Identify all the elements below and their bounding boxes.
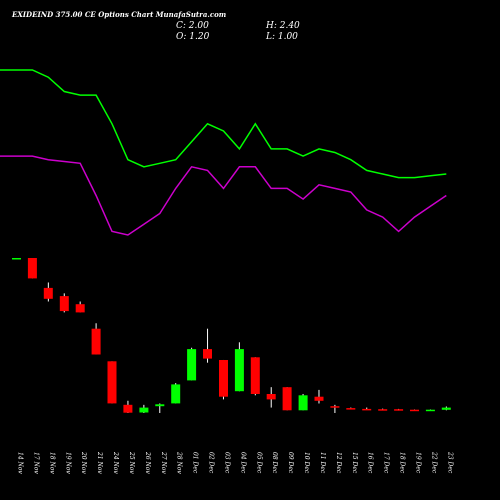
candle-body: [187, 349, 197, 381]
candle-body: [298, 395, 308, 411]
candle-body: [155, 404, 165, 407]
candle: [59, 293, 69, 313]
high-readout: H: 2.40: [265, 21, 300, 31]
candle-body: [314, 396, 324, 401]
candle-body: [330, 406, 340, 408]
x-tick-label: 23 Dec: [446, 451, 453, 474]
candle: [107, 361, 117, 404]
close-readout: C: 2.00: [176, 21, 209, 31]
candle: [441, 406, 451, 411]
x-tick-label: 10 Dec: [303, 452, 310, 474]
candle-body: [441, 407, 451, 410]
candle-body: [250, 357, 260, 394]
indicator-lines: [0, 69, 447, 236]
x-tick-label: 24 Nov: [112, 451, 119, 474]
candle: [346, 407, 356, 410]
candle-body: [346, 408, 356, 410]
candle: [171, 383, 181, 404]
candle: [298, 393, 308, 411]
candle: [139, 404, 149, 413]
candle-body: [59, 296, 69, 312]
candle: [123, 400, 133, 413]
candle-body: [12, 258, 21, 260]
candle-body: [139, 407, 149, 413]
x-tick-label: 27 Nov: [160, 451, 167, 474]
candle-body: [43, 287, 53, 299]
candle-body: [410, 409, 419, 412]
candle-body: [266, 394, 276, 400]
candle-body: [75, 304, 85, 313]
candle: [378, 408, 388, 411]
x-tick-label: 12 Dec: [335, 452, 342, 474]
candle-body: [234, 349, 244, 392]
candle-body: [362, 408, 372, 411]
x-tick-label: 11 Dec: [319, 452, 326, 474]
candle-body: [203, 349, 212, 359]
candle: [187, 347, 197, 381]
candle-body: [107, 361, 117, 404]
x-tick-label: 04 Dec: [239, 452, 246, 474]
candle: [12, 258, 21, 260]
candle: [282, 387, 292, 411]
x-tick-label: 05 Dec: [255, 452, 262, 474]
candles: [12, 258, 451, 413]
open-readout: O: 1.20: [176, 32, 210, 42]
candle-body: [219, 360, 228, 397]
x-tick-label: 03 Dec: [223, 452, 230, 474]
candle-body: [171, 384, 181, 404]
candle: [27, 258, 37, 279]
x-tick-label: 25 Nov: [128, 451, 135, 474]
x-tick-label: 21 Nov: [96, 451, 103, 474]
x-tick-label: 15 Dec: [351, 452, 358, 474]
candle: [234, 342, 244, 392]
x-tick-label: 19 Nov: [64, 452, 71, 474]
x-tick-label: 22 Dec: [430, 451, 437, 474]
x-tick-label: 28 Nov: [176, 451, 183, 474]
candle: [43, 282, 53, 302]
candle-body: [378, 409, 388, 411]
candle-body: [123, 404, 133, 413]
indicator-line-2: [0, 155, 447, 236]
candle: [362, 407, 372, 411]
candle: [394, 408, 404, 411]
candle-body: [425, 409, 435, 412]
low-readout: L: 1.00: [265, 32, 298, 42]
candle: [330, 404, 340, 413]
candle: [266, 387, 276, 408]
candle: [203, 328, 212, 363]
candle-body: [282, 387, 292, 411]
x-tick-label: 17 Dec: [383, 452, 390, 474]
x-tick-label: 18 Dec: [399, 452, 406, 474]
x-tick-label: 16 Dec: [367, 452, 374, 474]
x-tick-label: 18 Nov: [48, 452, 55, 474]
candle: [75, 301, 85, 313]
candle: [425, 409, 435, 412]
candle: [250, 357, 260, 396]
x-tick-label: 14 Nov: [17, 452, 24, 474]
x-tick-label: 26 Nov: [144, 451, 151, 474]
x-axis-ticks: 14 Nov 17 Nov 18 Nov 19 Nov 20 Nov 21 Nov 24 N…: [17, 451, 454, 474]
candle: [155, 403, 165, 413]
candle: [219, 359, 228, 400]
x-tick-label: 09 Dec: [287, 452, 294, 474]
x-tick-label: 17 Nov: [32, 452, 39, 474]
x-tick-label: 02 Dec: [208, 452, 215, 474]
candle: [410, 409, 419, 412]
x-tick-label: 20 Nov: [80, 451, 87, 474]
candle-body: [91, 328, 101, 355]
x-tick-label: 19 Dec: [415, 452, 422, 474]
candle-body: [394, 409, 404, 411]
candle-body: [27, 258, 37, 279]
x-tick-label: 01 Dec: [192, 452, 199, 474]
candle: [314, 389, 324, 404]
chart-title: EXIDEIND 375.00 CE Options Chart MunafaS…: [11, 10, 226, 19]
indicator-line-1: [0, 69, 447, 179]
candle: [91, 323, 101, 355]
x-tick-label: 08 Dec: [271, 452, 278, 474]
